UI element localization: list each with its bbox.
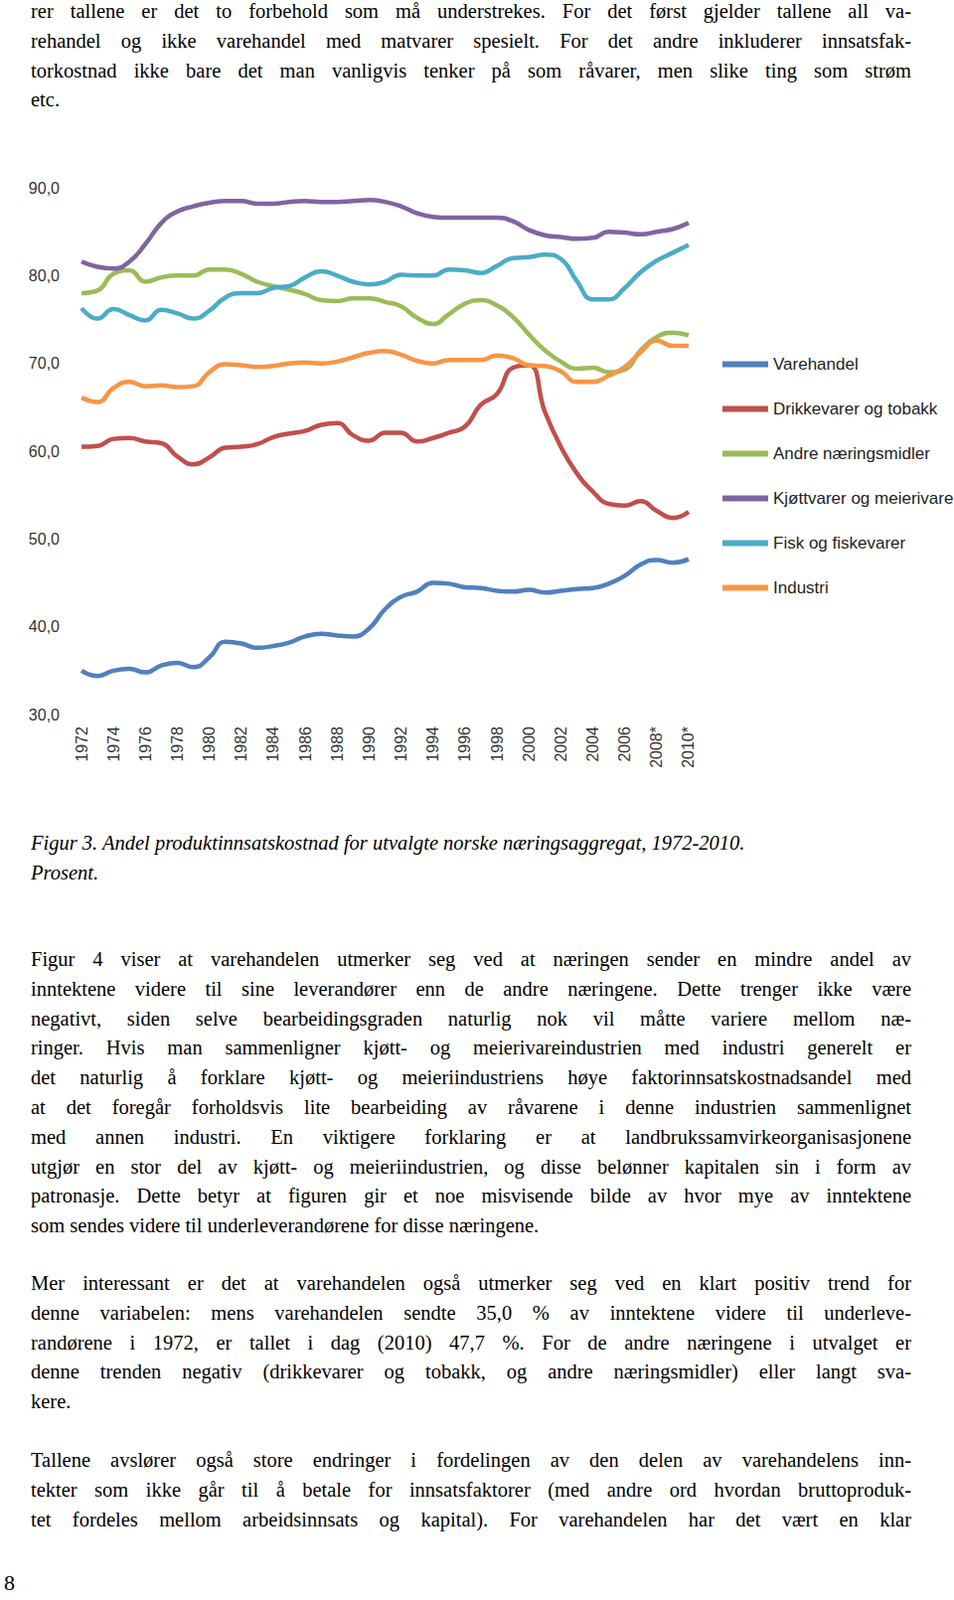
- svg-text:1996: 1996: [456, 726, 474, 763]
- html-text:rehandel og ikke varehandel me: rehandel og ikke varehandel med matvarer…: [30, 29, 912, 52]
- html-text:rer tallene er det to forbehol: rer tallene er det to forbehold som må u…: [30, 0, 912, 22]
- svg-text:Kjøttvarer og meierivarer: Kjøttvarer og meierivarer: [773, 488, 954, 508]
- html-text:som sendes videre til underlev: som sendes videre til underleverandørene…: [30, 1214, 539, 1237]
- html-text:randørene i 1972, er tallet i: randørene i 1972, er tallet i dag (2010)…: [30, 1331, 912, 1354]
- svg-text:2000: 2000: [520, 726, 538, 763]
- svg-text:40,0: 40,0: [28, 618, 60, 636]
- svg-text:1984: 1984: [264, 726, 282, 763]
- svg-text:70,0: 70,0: [28, 354, 60, 372]
- html-text:ringer. Hvis man sammenligner: ringer. Hvis man sammenligner kjøtt- og …: [30, 1036, 912, 1059]
- html-text:Prosent.: Prosent.: [30, 861, 99, 884]
- svg-text:Varehandel: Varehandel: [773, 354, 859, 374]
- svg-text:1976: 1976: [137, 726, 155, 763]
- svg-text:1974: 1974: [105, 726, 123, 763]
- svg-text:50,0: 50,0: [28, 530, 60, 548]
- svg-text:60,0: 60,0: [28, 443, 60, 461]
- svg-text:1986: 1986: [297, 726, 315, 763]
- svg-text:2004: 2004: [584, 726, 602, 763]
- html-text:utgjør en stor del av kjøtt- o: utgjør en stor del av kjøtt- og meieriin…: [30, 1155, 912, 1178]
- svg-text:1972: 1972: [73, 726, 91, 763]
- html-text:Mer interessant er det at vare: Mer interessant er det at varehandelen o…: [30, 1272, 912, 1294]
- html-text:8: 8: [3, 1570, 15, 1595]
- html-text:tet fordeles mellom arbeidsinn: tet fordeles mellom arbeidsinnsats og ka…: [30, 1508, 912, 1530]
- svg-text:Drikkevarer og tobakk: Drikkevarer og tobakk: [773, 399, 939, 419]
- svg-text:Fisk og fiskevarer: Fisk og fiskevarer: [773, 533, 907, 553]
- svg-text:1980: 1980: [200, 726, 218, 763]
- html-text:torkostnad ikke bare det man v: torkostnad ikke bare det man vanligvis t…: [30, 59, 912, 82]
- svg-text:30,0: 30,0: [28, 706, 60, 724]
- svg-text:Andre næringsmidler: Andre næringsmidler: [773, 444, 931, 464]
- svg-text:1988: 1988: [328, 726, 346, 763]
- html-text:denne variabelen: mens varehan: denne variabelen: mens varehandelen send…: [30, 1301, 912, 1324]
- svg-text:2008*: 2008*: [647, 726, 665, 769]
- html-text:negativt, siden selve bearbeid: negativt, siden selve bearbeidingsgraden…: [30, 1007, 912, 1030]
- html-text:med annen industri. En viktige: med annen industri. En viktigere forklar…: [30, 1125, 912, 1148]
- html-text:etc.: etc.: [30, 88, 60, 111]
- html-text:kere.: kere.: [30, 1390, 71, 1413]
- svg-text:80,0: 80,0: [28, 267, 60, 285]
- svg-text:1990: 1990: [360, 726, 378, 763]
- svg-text:1982: 1982: [232, 726, 250, 763]
- svg-text:1992: 1992: [392, 726, 410, 763]
- html-text:tekter som ikke går til å beta: tekter som ikke går til å betale for inn…: [30, 1478, 912, 1501]
- html-text:Figur 4 viser at varehandelen: Figur 4 viser at varehandelen utmerker s…: [30, 948, 912, 970]
- svg-text:1998: 1998: [488, 726, 506, 763]
- html-text:inntektene videre til sine lev: inntektene videre til sine leverandører …: [30, 977, 912, 1000]
- svg-text:2010*: 2010*: [679, 726, 697, 769]
- html-text:Tallene avslører også store en: Tallene avslører også store endringer i …: [30, 1448, 912, 1471]
- svg-text:Industri: Industri: [773, 578, 829, 598]
- html-text:Figur 3. Andel produktinnsatsk: Figur 3. Andel produktinnsatskostnad for…: [30, 831, 745, 854]
- html-text:denne trenden negativ (drikkev: denne trenden negativ (drikkevarer og to…: [30, 1360, 912, 1383]
- html-text:at det foregår forholdsvis lit: at det foregår forholdsvis lite bearbeid…: [30, 1096, 912, 1118]
- svg-text:1994: 1994: [424, 726, 442, 763]
- svg-text:1978: 1978: [168, 726, 186, 763]
- html-text:patronasje. Dette betyr at fig: patronasje. Dette betyr at figuren gir e…: [30, 1184, 912, 1207]
- svg-text:90,0: 90,0: [28, 179, 60, 197]
- html-text:det naturlig å forklare kjøtt-: det naturlig å forklare kjøtt- og meieri…: [30, 1066, 912, 1089]
- svg-text:2002: 2002: [552, 726, 570, 763]
- svg-text:2006: 2006: [616, 726, 634, 763]
